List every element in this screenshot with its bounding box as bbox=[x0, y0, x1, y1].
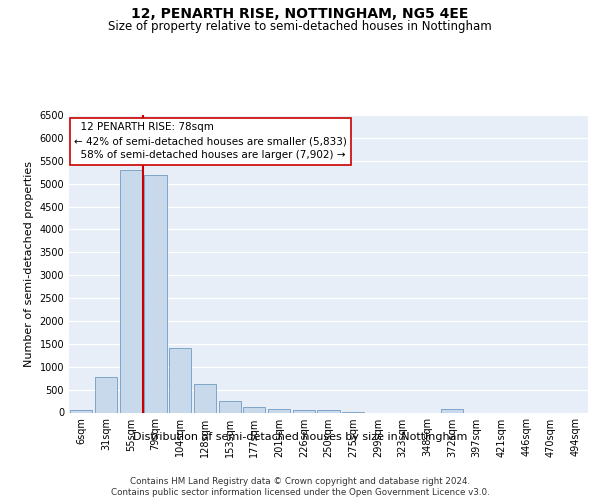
Bar bbox=[194, 384, 216, 412]
Bar bbox=[95, 377, 117, 412]
Bar bbox=[218, 401, 241, 412]
Bar bbox=[243, 406, 265, 412]
Text: Contains HM Land Registry data © Crown copyright and database right 2024.
Contai: Contains HM Land Registry data © Crown c… bbox=[110, 478, 490, 497]
Y-axis label: Number of semi-detached properties: Number of semi-detached properties bbox=[24, 161, 34, 367]
Bar bbox=[119, 170, 142, 412]
Text: 12 PENARTH RISE: 78sqm  
← 42% of semi-detached houses are smaller (5,833)
  58%: 12 PENARTH RISE: 78sqm ← 42% of semi-det… bbox=[74, 122, 347, 160]
Bar bbox=[441, 410, 463, 412]
Bar bbox=[169, 348, 191, 412]
Text: Distribution of semi-detached houses by size in Nottingham: Distribution of semi-detached houses by … bbox=[133, 432, 467, 442]
Bar bbox=[145, 174, 167, 412]
Bar bbox=[317, 410, 340, 412]
Text: Size of property relative to semi-detached houses in Nottingham: Size of property relative to semi-detach… bbox=[108, 20, 492, 33]
Bar bbox=[293, 410, 315, 412]
Text: 12, PENARTH RISE, NOTTINGHAM, NG5 4EE: 12, PENARTH RISE, NOTTINGHAM, NG5 4EE bbox=[131, 8, 469, 22]
Bar bbox=[268, 408, 290, 412]
Bar bbox=[70, 410, 92, 412]
